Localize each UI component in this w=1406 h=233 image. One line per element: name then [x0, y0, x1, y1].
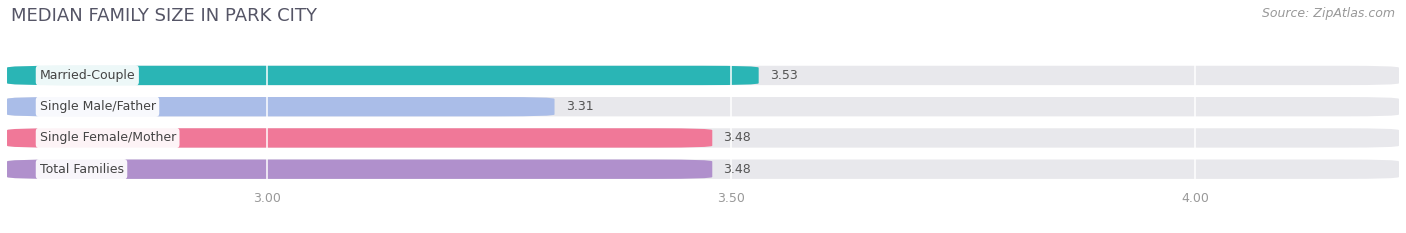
FancyBboxPatch shape — [7, 128, 713, 148]
Text: Total Families: Total Families — [39, 163, 124, 176]
FancyBboxPatch shape — [7, 160, 1399, 179]
Text: 3.53: 3.53 — [770, 69, 797, 82]
FancyBboxPatch shape — [7, 66, 1399, 85]
FancyBboxPatch shape — [7, 160, 713, 179]
FancyBboxPatch shape — [7, 97, 1399, 116]
FancyBboxPatch shape — [7, 66, 759, 85]
Text: 3.31: 3.31 — [565, 100, 593, 113]
Text: Source: ZipAtlas.com: Source: ZipAtlas.com — [1261, 7, 1395, 20]
FancyBboxPatch shape — [7, 97, 554, 116]
FancyBboxPatch shape — [7, 128, 1399, 148]
Text: MEDIAN FAMILY SIZE IN PARK CITY: MEDIAN FAMILY SIZE IN PARK CITY — [11, 7, 318, 25]
Text: Married-Couple: Married-Couple — [39, 69, 135, 82]
Text: Single Female/Mother: Single Female/Mother — [39, 131, 176, 144]
Text: 3.48: 3.48 — [724, 163, 751, 176]
Text: Single Male/Father: Single Male/Father — [39, 100, 156, 113]
Text: 3.48: 3.48 — [724, 131, 751, 144]
